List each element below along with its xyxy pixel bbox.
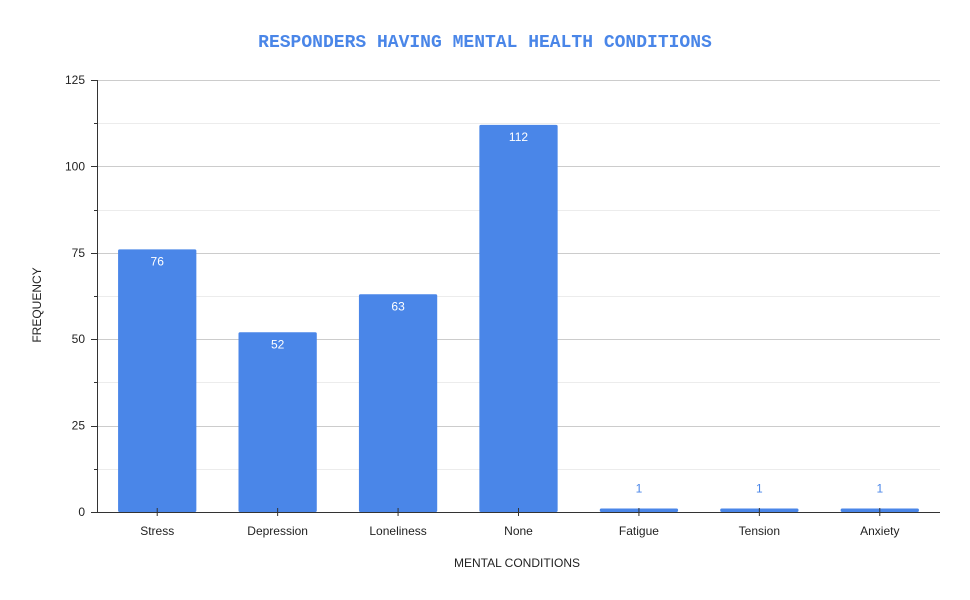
data-label: 63 xyxy=(391,299,405,313)
axes xyxy=(91,80,940,516)
y-tick-labels: 0 25 50 75 100 125 xyxy=(65,73,85,519)
x-tick-label: None xyxy=(504,524,533,538)
x-tick-label: Loneliness xyxy=(369,524,426,538)
bar xyxy=(358,294,438,512)
x-tick-label: Fatigue xyxy=(619,524,659,538)
data-label: 76 xyxy=(151,254,165,268)
x-tick-label: Stress xyxy=(140,524,174,538)
y-tick-label: 0 xyxy=(78,505,85,519)
bars xyxy=(118,124,919,512)
x-tick-label: Anxiety xyxy=(860,524,899,538)
y-tick-label: 25 xyxy=(72,419,86,433)
x-tick-labels: Stress Depression Loneliness None Fatigue Ten… xyxy=(140,524,899,538)
data-label: 1 xyxy=(636,482,643,496)
y-tick-label: 100 xyxy=(65,159,85,173)
data-labels: 76 52 63 112 1 1 1 xyxy=(151,130,884,496)
y-tick-label: 125 xyxy=(65,73,85,87)
data-label: 112 xyxy=(509,130,528,144)
bar xyxy=(479,124,558,512)
y-tick-label: 75 xyxy=(72,246,86,260)
x-axis-title: MENTAL CONDITIONS xyxy=(454,556,580,570)
chart-title: RESPONDERS HAVING MENTAL HEALTH CONDITIO… xyxy=(258,33,712,53)
data-label: 1 xyxy=(876,482,883,496)
data-label: 52 xyxy=(271,337,285,351)
bar xyxy=(118,249,197,512)
x-tick-label: Tension xyxy=(739,524,780,538)
y-tick-label: 50 xyxy=(72,332,86,346)
x-tick-label: Depression xyxy=(247,524,308,538)
y-axis-title: FREQUENCY xyxy=(30,267,44,342)
bar xyxy=(238,332,317,512)
data-label: 1 xyxy=(756,482,763,496)
